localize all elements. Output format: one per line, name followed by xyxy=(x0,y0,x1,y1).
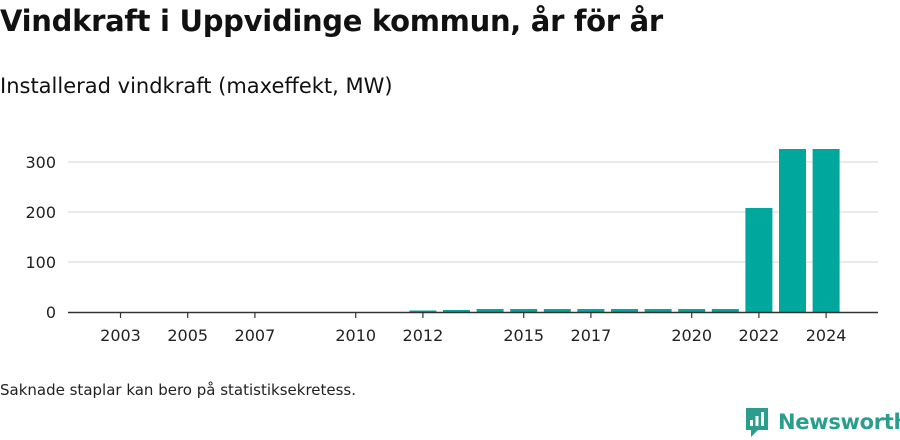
bar-2015 xyxy=(510,309,538,312)
brand[interactable]: Newsworthy xyxy=(744,404,900,440)
brand-name: Newsworthy xyxy=(778,410,900,434)
y-tick-label-300: 300 xyxy=(25,153,56,172)
y-tick-label-0: 0 xyxy=(46,303,56,322)
chart-subtitle: Installerad vindkraft (maxeffekt, MW) xyxy=(0,74,393,98)
x-tick-label-2003: 2003 xyxy=(100,326,141,345)
x-tick-label-2005: 2005 xyxy=(167,326,208,345)
x-tick-label-2012: 2012 xyxy=(403,326,444,345)
x-tick-label-2015: 2015 xyxy=(503,326,544,345)
x-tick-label-2022: 2022 xyxy=(739,326,780,345)
footnote: Saknade staplar kan bero på statistiksek… xyxy=(0,381,357,399)
bar-2020 xyxy=(678,309,706,312)
y-tick-label-100: 100 xyxy=(25,253,56,272)
newsworthy-logo-icon xyxy=(746,408,768,437)
bar-chart: 0 100 200 300 2003 2005 2007 2010 2012 2015 2017 20… xyxy=(25,149,878,345)
bar-2022 xyxy=(745,208,773,312)
x-tick-label-2020: 2020 xyxy=(671,326,712,345)
bar-2023 xyxy=(779,149,806,312)
bar-2024 xyxy=(812,149,840,312)
y-tick-label-200: 200 xyxy=(25,203,56,222)
x-tick-label-2007: 2007 xyxy=(235,326,276,345)
x-tick-label-2017: 2017 xyxy=(571,326,612,345)
bar-2019 xyxy=(644,309,672,312)
x-tick-label-2010: 2010 xyxy=(335,326,376,345)
bar-2021 xyxy=(711,309,739,312)
bar-2014 xyxy=(476,309,504,312)
bar-2013 xyxy=(443,310,470,312)
bar-2018 xyxy=(611,309,638,312)
x-tick-label-2024: 2024 xyxy=(806,326,847,345)
bar-2012 xyxy=(409,310,437,312)
bar-2017 xyxy=(577,309,605,312)
bar-2016 xyxy=(543,309,571,312)
chart-title: Vindkraft i Uppvidinge kommun, år för år xyxy=(0,4,663,38)
